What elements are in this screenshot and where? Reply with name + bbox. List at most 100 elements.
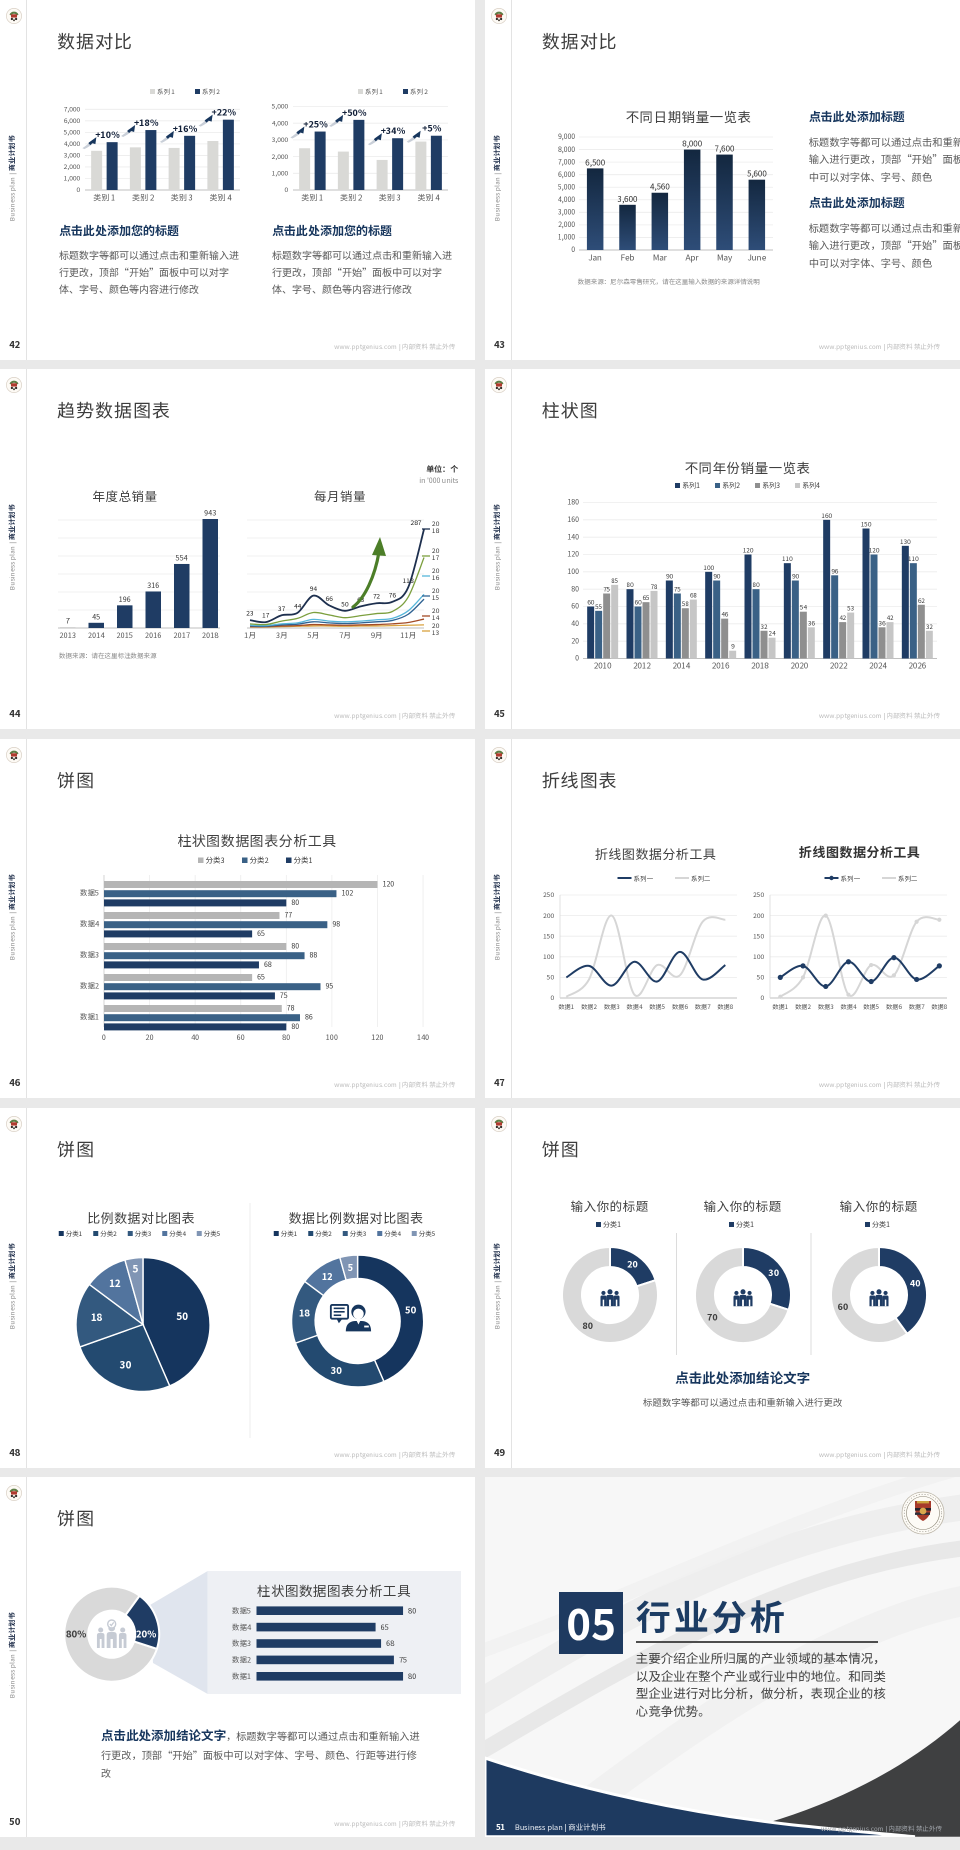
slide-50[interactable]: Business plan |商业计划书 饼图 80% 20% 数据5 80 数据4 65… xyxy=(0,1477,476,1837)
conclusion-body: ，标题数字等都可以通过点击和重新输入进行更改，顶部“开始”面板中可以对字体、字号… xyxy=(101,1728,420,1781)
chart-text: 30 xyxy=(120,1356,132,1371)
conclusion-heading: 点击此处添加结论文字 xyxy=(101,1725,227,1745)
block-heading[interactable]: 点击此处添加标题 xyxy=(808,194,905,211)
chart-text: 68 xyxy=(386,1638,394,1649)
chart-text: 4,560 xyxy=(650,182,670,193)
chart-text: 100 xyxy=(543,951,554,961)
chart-text: 2022 xyxy=(829,661,847,672)
growth-arrow-icon xyxy=(367,133,382,146)
chart-text: May xyxy=(716,251,732,263)
slide-44[interactable]: Business plan |商业计划书 趋势数据图表 单位：个 in '000… xyxy=(0,369,476,730)
growth-arrow-icon xyxy=(198,114,213,127)
chart-text: 88 xyxy=(310,950,318,960)
chart-text: 75 xyxy=(280,990,288,1000)
chart-text: 40 xyxy=(910,1276,921,1289)
donut-title-2: 输入你的标题 xyxy=(703,1195,782,1215)
bar xyxy=(728,650,736,659)
bar xyxy=(602,593,610,659)
chart-text: 32 xyxy=(926,622,933,631)
chart-text: 50 xyxy=(405,1302,417,1316)
chart-text: 50 xyxy=(755,971,763,981)
bar xyxy=(256,1655,394,1665)
chart-title-right: 数据比例数据对比图表 xyxy=(288,1207,424,1227)
growth-arrow-icon xyxy=(159,130,174,143)
bar xyxy=(103,960,259,968)
chart-text: 2013 xyxy=(59,630,76,641)
chart-text: 200 xyxy=(753,909,764,919)
conclusion-heading[interactable]: 点击此处添加结论文字 xyxy=(675,1366,811,1387)
chart-text: 150 xyxy=(753,930,764,940)
chart-text: 1,000 xyxy=(558,232,575,242)
block-body[interactable]: 标题数字等都可以通过点击和重新输入进行更改，顶部“开始”面板中可以对字体、字号、… xyxy=(808,134,960,184)
slide-title: 数据对比 xyxy=(57,28,133,54)
block-heading[interactable]: 点击此处添加您的标题 xyxy=(272,222,393,239)
chart-text: 250 xyxy=(753,889,764,899)
slide-49[interactable]: Business plan |商业计划书 饼图 输入你的标题 输入你的标题 输入… xyxy=(484,1107,960,1468)
legend-swatch xyxy=(377,1230,383,1236)
sidebar-divider xyxy=(26,738,28,1099)
chart-text: 系列 1 xyxy=(365,86,383,96)
slice xyxy=(124,1256,144,1325)
footer-watermark: www.pptgenius.com | 内部资料 禁止外传 xyxy=(334,1448,456,1459)
slide-45[interactable]: Business plan |商业计划书 柱状图 不同年份销量一览表 0 20 40… xyxy=(484,369,960,730)
page-number: 42 xyxy=(9,336,21,351)
slide-42[interactable]: Business plan |商业计划书 数据对比 0 1,000 2,000 3,0… xyxy=(0,0,476,360)
slice xyxy=(877,1245,928,1336)
slide-46[interactable]: Business plan |商业计划书 饼图 柱状图数据图表分析工具 0 20 4… xyxy=(0,738,476,1099)
chart-text: 20 xyxy=(432,620,439,630)
chart-text: 45 xyxy=(92,613,100,623)
chart-title: 不同日期销量一览表 xyxy=(625,106,752,126)
block-body[interactable]: 标题数字等都可以通过点击和重新输入进行更改，顶部“开始”面板中可以对字体、字号、… xyxy=(272,247,452,296)
section-body[interactable]: 主要介绍企业所归属的产业领域的基本情况，以及企业在整个产业或行业中的地位。和同类… xyxy=(635,1648,886,1720)
bar xyxy=(103,911,280,919)
panel-title: 柱状图数据图表分析工具 xyxy=(257,1580,411,1601)
chart-text: 类别 1 xyxy=(92,192,116,203)
bar xyxy=(88,623,104,629)
bar xyxy=(59,627,76,629)
chart-text: 2017 xyxy=(173,630,190,641)
chart-text: 4,000 xyxy=(558,194,575,204)
bar xyxy=(862,528,870,659)
chart-text: 3,600 xyxy=(617,194,637,205)
chart-text: 102 xyxy=(341,888,354,898)
slide-51[interactable]: 05 行业分析 主要介绍企业所归属的产业领域的基本情况，以及企业在整个产业或行业… xyxy=(484,1477,960,1837)
chart-bar-canvas: 0 1,000 2,000 3,000 4,000 5,000 6,000 7,000 8,00… xyxy=(557,131,773,263)
section-divider-decor xyxy=(484,1477,960,1837)
block-body[interactable]: 标题数字等都可以通过点击和重新输入进行更改，顶部“开始”面板中可以对字体、字号、… xyxy=(808,220,960,270)
block-heading[interactable]: 点击此处添加您的标题 xyxy=(59,222,180,239)
bar xyxy=(202,519,218,629)
slide-47[interactable]: Business plan |商业计划书 折线图表 折线图数据分析工具 折线图数… xyxy=(484,738,960,1099)
chart-text: 3月 xyxy=(276,630,288,641)
chart-title-left: 年度总销量 xyxy=(92,486,158,506)
text-block-right: 点击此处添加您的标题 标题数字等都可以通过点击和重新输入进行更改，顶部“开始”面… xyxy=(272,222,457,297)
bar xyxy=(822,520,830,659)
unit-sublabel: in '000 units xyxy=(419,476,459,487)
conclusion-body[interactable]: 标题数字等都可以通过点击和重新输入进行更改 xyxy=(642,1394,843,1409)
chart-text: 20 xyxy=(145,1032,153,1043)
chart-text: 36 xyxy=(808,619,815,628)
chart-text: 80 xyxy=(582,1319,593,1332)
chart-text: 数据4 xyxy=(626,1002,642,1011)
chart-text: 65 xyxy=(642,593,649,602)
chart-text: 数据2 xyxy=(795,1002,811,1011)
chart-text: 85 xyxy=(611,576,618,585)
chart-text: 140 xyxy=(417,1032,429,1043)
chart-text: 120 xyxy=(382,879,394,889)
chart-text: 118 xyxy=(403,575,414,585)
block-body[interactable]: 标题数字等都可以通过点击和重新输入进行更改，顶部“开始”面板中可以对字体、字号、… xyxy=(59,247,239,296)
chart-text: 7 xyxy=(66,617,70,627)
legend-swatch xyxy=(58,1230,64,1236)
conclusion-paragraph[interactable]: 点击此处添加结论文字，标题数字等都可以通过点击和重新输入进行更改，顶部“开始”面… xyxy=(101,1725,425,1783)
bar xyxy=(752,589,760,659)
chart-text: 90 xyxy=(792,572,799,581)
chart-title: 不同年份销量一览表 xyxy=(684,457,811,478)
slide-43[interactable]: Business plan |商业计划书 数据对比 不同日期销量一览表 0 1,0… xyxy=(484,0,960,360)
block-heading[interactable]: 点击此处添加标题 xyxy=(808,108,905,125)
chart-text: 90 xyxy=(713,572,720,581)
slide-48[interactable]: Business plan |商业计划书 饼图 比例数据对比图表 数据比例数据对… xyxy=(0,1107,476,1468)
bar xyxy=(256,1606,404,1616)
sidebar-divider xyxy=(26,0,28,360)
chart-text: 3,000 xyxy=(557,207,575,217)
chart-text: 5 xyxy=(347,1260,353,1274)
bar xyxy=(103,880,378,888)
